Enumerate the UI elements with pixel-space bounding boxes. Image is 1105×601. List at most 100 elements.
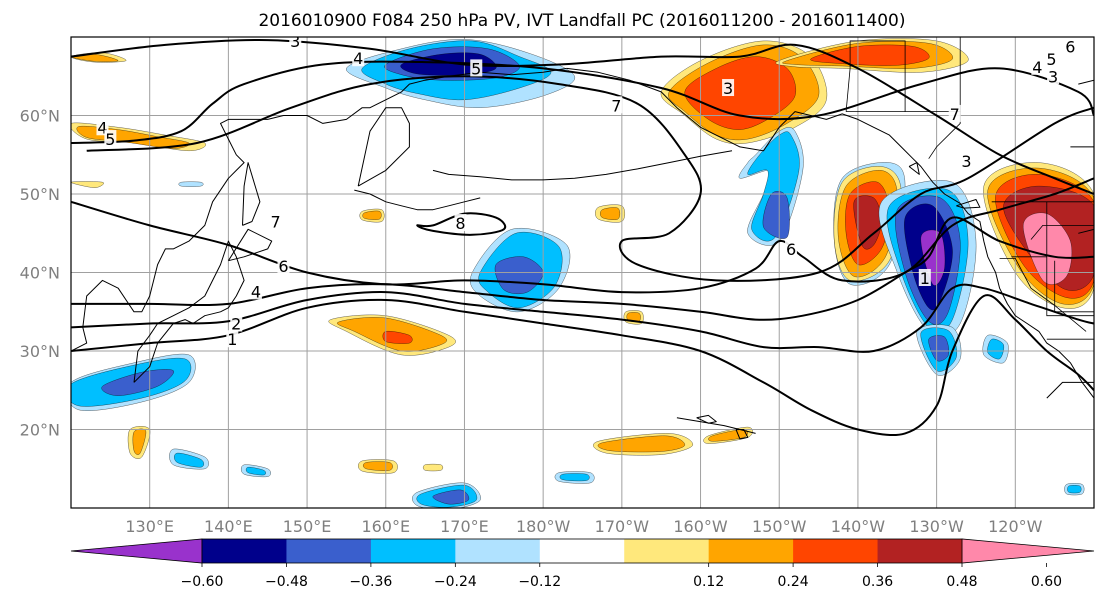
coastline (956, 199, 981, 209)
colorbar: −0.60 −0.48 −0.36 −0.24 −0.12 0.12 0.24 0.36 0.4… (70, 538, 1095, 590)
contour-label-bg (1047, 67, 1060, 85)
colorbar-boxes (70, 538, 1095, 564)
contour-label: 7 (271, 212, 281, 231)
coastline (676, 417, 756, 434)
contour-label: 3 (723, 79, 733, 98)
colorbar-tick-label: 0.48 (946, 574, 977, 590)
contour-label: 4 (1032, 58, 1042, 77)
longitude-label: 160°E (361, 517, 410, 536)
coastline (432, 150, 733, 181)
latitude-label: 60°N (20, 107, 60, 126)
pv-contours (71, 39, 1094, 437)
colorbar-box (539, 539, 625, 563)
ivt-patch (684, 56, 796, 130)
latitude-label: 50°N (20, 185, 60, 204)
ivt-patch (423, 463, 443, 472)
colorbar-tick-label: 0.24 (778, 574, 809, 590)
ivt-patch (245, 467, 266, 476)
coastline (133, 240, 245, 383)
contour-label: 5 (471, 59, 481, 78)
boundary-line (1030, 225, 1094, 240)
colorbar-tick-label: −0.60 (181, 574, 224, 590)
ivt-patch (382, 331, 413, 344)
ivt-patch (101, 369, 174, 396)
contour-label: 7 (950, 105, 960, 124)
longitude-tick-labels: 130°E 140°E 150°E 160°E 170°E 180°W 170°W 160°W… (125, 517, 1042, 536)
contour-label-bg (269, 212, 282, 230)
colorbar-box (708, 539, 794, 563)
latitude-label: 30°N (20, 342, 60, 361)
latitude-tick-labels: 20°N 30°N 40°N 50°N 60°N (20, 107, 60, 440)
longitude-label: 150°E (283, 517, 332, 536)
longitude-label: 140°E (204, 517, 253, 536)
ivt-patch (853, 195, 882, 250)
colorbar-tick-label: −0.48 (265, 574, 308, 590)
colorbar-box (455, 539, 541, 563)
colorbar-tick-label: 0.12 (693, 574, 724, 590)
contour-label-bg (1031, 57, 1044, 75)
contour-label-bg (470, 59, 483, 77)
contour-label-bg (948, 104, 961, 122)
contour-label-bg (918, 268, 931, 286)
ivt-patch (174, 452, 204, 468)
pv-contour-1 (71, 294, 1094, 437)
boundary-line (845, 40, 906, 112)
boundary-line (1046, 201, 1094, 317)
latitude-label: 40°N (20, 264, 60, 283)
coastline (227, 228, 273, 262)
contour-label-bg (1045, 49, 1058, 67)
contour-label-bg (1064, 37, 1077, 55)
coastline (1046, 381, 1094, 399)
contour-label: 3 (290, 32, 300, 51)
pv-contour-2 (71, 283, 1094, 353)
colorbar-box (202, 539, 287, 563)
ivt-patch (600, 207, 620, 220)
pv-contour-7 (86, 75, 1094, 282)
coastline (696, 414, 717, 424)
contour-label: 4 (251, 282, 261, 301)
pv-contour-6 (71, 177, 1094, 294)
map-frame (70, 36, 1095, 509)
coastlines (71, 67, 1094, 440)
contour-label-bg (454, 214, 467, 232)
contour-label: 4 (353, 49, 363, 68)
ivt-patch (987, 338, 1004, 360)
contour-label-bg (785, 239, 798, 257)
pv-contour-3 (71, 39, 1094, 195)
longitude-label: 130°E (125, 517, 174, 536)
longitude-label: 120°W (988, 517, 1043, 536)
ivt-patch (1023, 212, 1072, 285)
longitude-label: 140°W (831, 517, 886, 536)
contour-label-bg (960, 152, 973, 170)
coastline (1078, 228, 1094, 234)
colorbar-extend-max (961, 538, 1095, 564)
longitude-label: 130°W (909, 517, 964, 536)
ivt-patch (71, 181, 104, 188)
colorbar-box (370, 539, 456, 563)
pv-contour-8 (416, 212, 507, 236)
colorbar-extend-min (70, 538, 203, 564)
longitude-label: 180°W (516, 517, 571, 536)
coastline (71, 67, 567, 352)
ivt-patch (762, 191, 790, 239)
ivt-patch (1067, 485, 1082, 494)
pv-contour-4 (71, 216, 1094, 321)
contour-label-bg (104, 130, 117, 148)
pv-contour-5 (71, 60, 1094, 144)
longitude-label: 170°W (595, 517, 650, 536)
ivt-patch (597, 435, 685, 453)
contour-label: 4 (97, 118, 107, 137)
colorbar-tick-labels: −0.60 −0.48 −0.36 −0.24 −0.12 0.12 0.24 0.36 0.4… (181, 563, 1062, 590)
colorbar-outline (201, 538, 963, 564)
boundary-line (1046, 338, 1094, 359)
contour-label: 1 (227, 330, 237, 349)
contour-label: 7 (611, 96, 621, 115)
ivt-patch (432, 489, 470, 505)
contour-label-bg (722, 79, 735, 97)
political-boundaries (845, 37, 1094, 359)
longitude-label: 170°E (440, 517, 489, 536)
latitude-label: 20°N (20, 421, 60, 440)
colorbar-box (877, 539, 963, 563)
